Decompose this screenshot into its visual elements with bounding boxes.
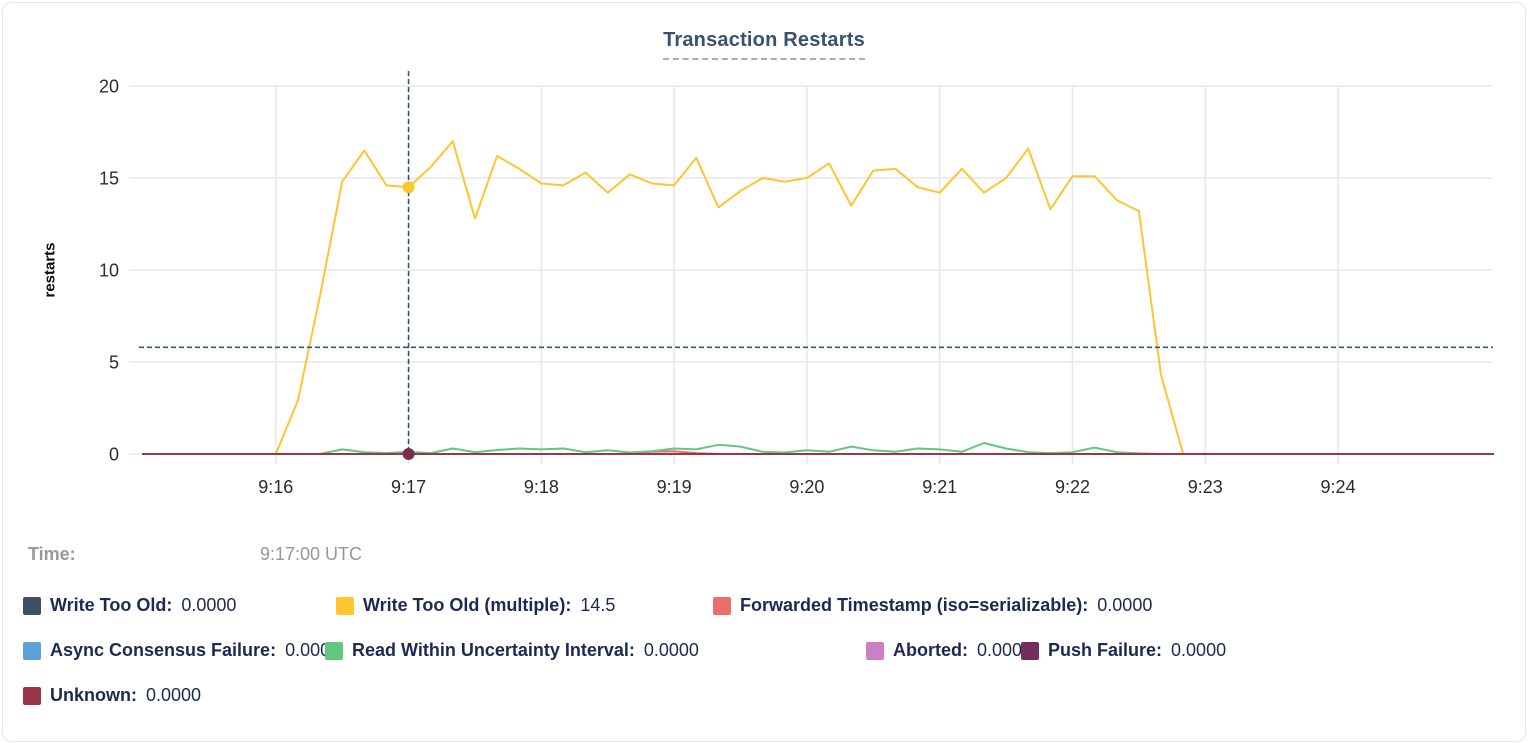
legend-item-label: Push Failure: (1048, 640, 1163, 660)
x-tick-label: 9:22 (1055, 477, 1090, 497)
hover-crosshair (139, 71, 1493, 460)
legend-color-swatch (325, 641, 343, 660)
legend-item-value: 0.0000 (1097, 595, 1153, 615)
legend-color-swatch (23, 596, 41, 615)
legend-item: Push Failure: 0.0000 (1021, 640, 1226, 661)
x-tick-label: 9:18 (524, 477, 559, 497)
y-axis-label: restarts (41, 242, 59, 298)
series-lines (142, 140, 1494, 455)
legend-item: Async Consensus Failure: 0.0000 (23, 640, 340, 661)
time-row: Time: (28, 544, 76, 565)
x-tick-label: 9:20 (789, 477, 824, 497)
legend-item: Aborted: 0.0000 (866, 640, 1032, 661)
hover-dot-baseline (402, 448, 415, 460)
legend-color-swatch (713, 596, 731, 615)
legend-item: Write Too Old: 0.0000 (23, 595, 236, 616)
time-value: 9:17:00 UTC (260, 544, 363, 564)
legend-color-swatch (866, 641, 884, 660)
x-tick-label: 9:21 (922, 477, 957, 497)
y-tick-label: 0 (109, 445, 119, 465)
legend-item-label: Write Too Old: (50, 595, 173, 615)
chart-plot-area[interactable]: 0 5 10 15 20 9:16 9:17 9:18 9:19 9:20 9:21 9:22 9:23… (3, 3, 1526, 523)
legend-item-label: Write Too Old (multiple): (363, 595, 572, 615)
x-tick-label: 9:24 (1321, 477, 1356, 497)
legend-item-value: 0.0000 (285, 640, 341, 660)
chart-title[interactable]: Transaction Restarts (663, 29, 865, 60)
legend-item-value: 0.0000 (181, 595, 237, 615)
legend-item-label: Async Consensus Failure: (50, 640, 277, 660)
x-tick-label: 9:16 (258, 477, 293, 497)
hover-dot (402, 181, 415, 194)
x-tick-label: 9:23 (1188, 477, 1223, 497)
y-tick-label: 20 (99, 77, 119, 97)
legend-item: Read Within Uncertainty Interval: 0.0000 (325, 640, 699, 661)
legend-color-swatch (23, 641, 41, 660)
legend-item-label: Aborted: (893, 640, 968, 660)
y-tick-label: 15 (99, 169, 119, 189)
legend-item-value: 0.0000 (643, 640, 699, 660)
time-label: Time: (28, 544, 76, 564)
y-tick-label: 10 (99, 261, 119, 281)
legend-item-value: 0.0000 (1171, 640, 1227, 660)
legend-item-label: Unknown: (50, 685, 137, 705)
legend-color-swatch (1021, 641, 1039, 660)
series-line (142, 140, 1494, 455)
legend-item: Write Too Old (multiple): 14.5 (336, 595, 615, 616)
legend-item-label: Read Within Uncertainty Interval: (352, 640, 635, 660)
x-grid: 9:16 9:17 9:18 9:19 9:20 9:21 9:22 9:23 9:24 (258, 86, 1356, 497)
series-line (142, 442, 1494, 455)
legend-item-label: Forwarded Timestamp (iso=serializable): (740, 595, 1089, 615)
x-tick-label: 9:19 (657, 477, 692, 497)
legend-color-swatch (336, 596, 354, 615)
legend-item-value: 0.0000 (977, 640, 1033, 660)
y-tick-label: 5 (109, 353, 119, 373)
legend-item: Unknown: 0.0000 (23, 685, 201, 706)
chart-header: Transaction Restarts (3, 29, 1525, 60)
y-grid: 0 5 10 15 20 (99, 77, 1493, 465)
legend-color-swatch (23, 686, 41, 705)
x-tick-label: 9:17 (391, 477, 426, 497)
legend-item: Forwarded Timestamp (iso=serializable): 0… (713, 595, 1152, 616)
legend-item-value: 14.5 (580, 595, 616, 615)
legend-item-value: 0.0000 (146, 685, 202, 705)
